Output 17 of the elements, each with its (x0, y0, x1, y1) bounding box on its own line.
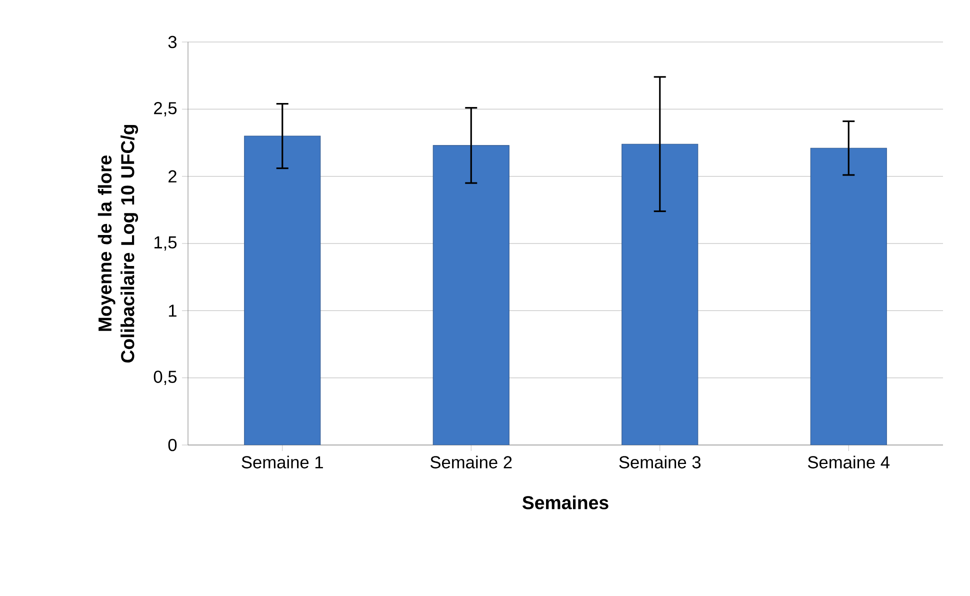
x-axis-title: Semaines (522, 496, 608, 510)
y-tick-label: 3 (168, 36, 177, 48)
bar (810, 148, 887, 445)
y-axis-title: Moyenne de la flore Colibacilaire Log 10 UFC/g (98, 124, 138, 363)
bar (244, 136, 321, 445)
y-tick-label: 2,5 (154, 102, 177, 116)
y-tick-label: 0,5 (154, 370, 177, 385)
y-tick-label: 2 (168, 170, 176, 182)
y-tick-label: 0 (168, 438, 177, 452)
x-tick-label: Semaine 1 (242, 456, 323, 468)
x-tick-label: Semaine 2 (430, 456, 512, 468)
x-tick-label: Semaine 3 (619, 456, 701, 468)
bar (622, 144, 698, 445)
x-tick-label: Semaine 4 (808, 456, 890, 468)
y-tick-label: 1 (168, 304, 176, 317)
bar (432, 145, 510, 445)
y-tick-label: 1,5 (154, 236, 177, 251)
